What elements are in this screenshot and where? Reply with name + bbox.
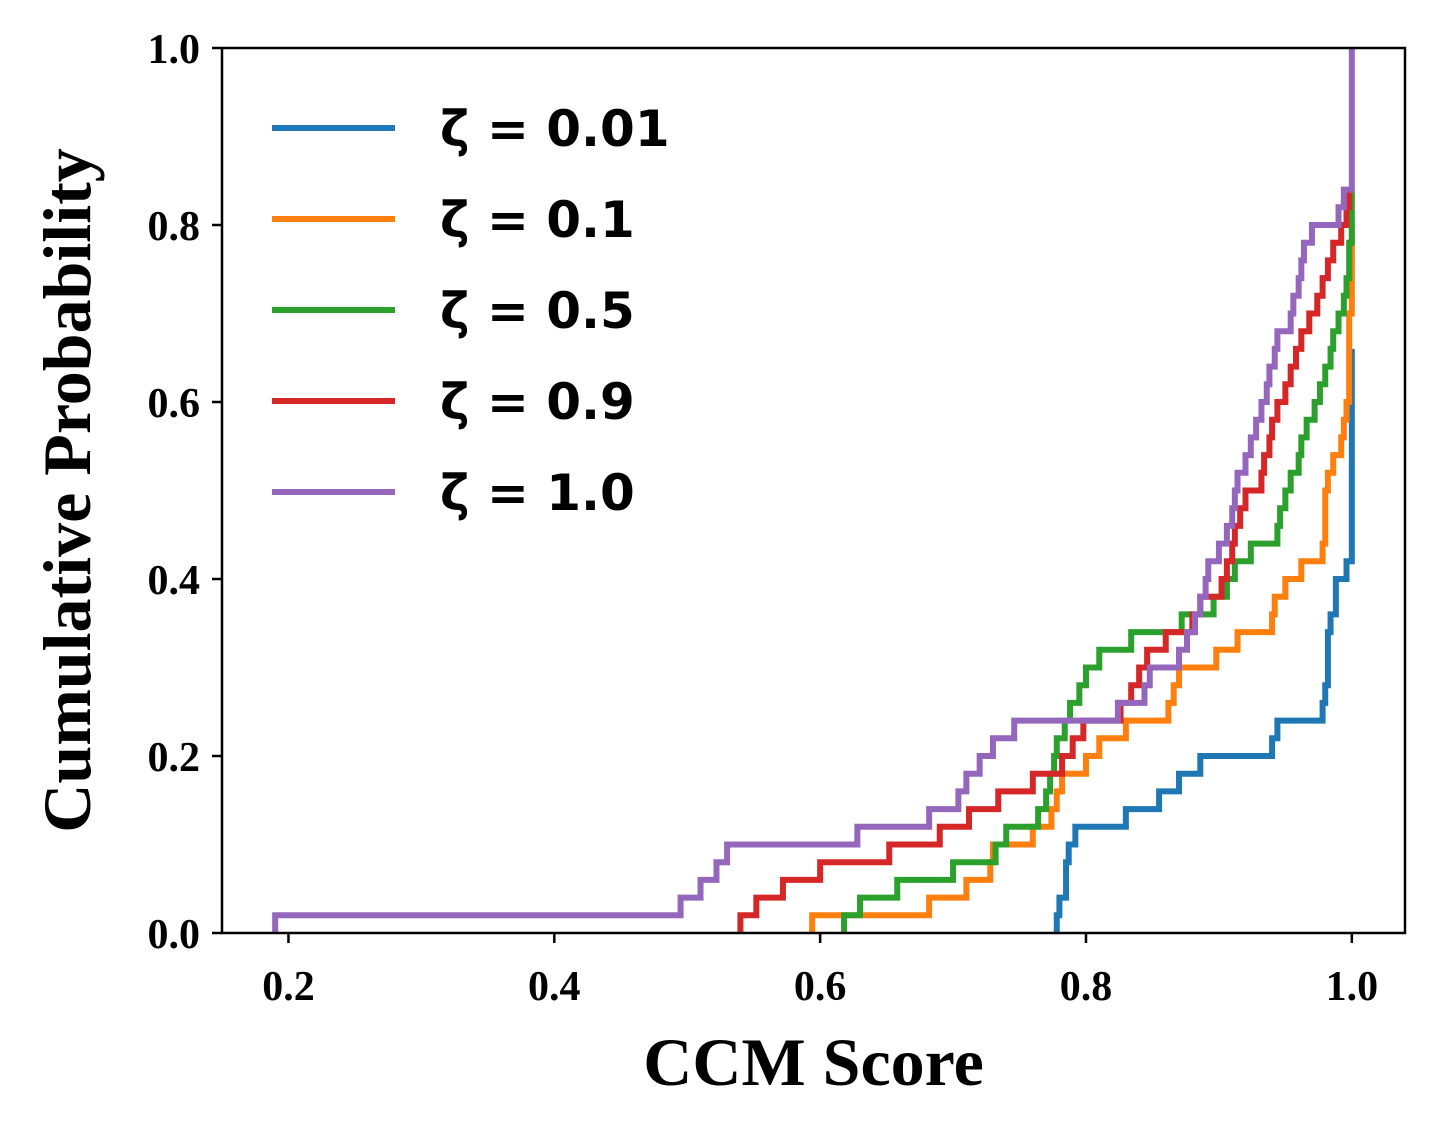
series-line-2	[841, 189, 1355, 933]
series-line-0	[1053, 348, 1355, 933]
series-line-3	[737, 189, 1353, 933]
x-tick-label: 0.6	[794, 964, 847, 1010]
y-tick-label: 0.2	[148, 735, 201, 781]
y-axis-label: Cumulative Probability	[29, 148, 105, 832]
legend: ζ = 0.01 ζ = 0.1 ζ = 0.5 ζ = 0.9 ζ = 1.0	[272, 100, 670, 522]
ticks-layer: 0.2 0.4 0.6 0.8 1.0 0.0 0.2 0.4 0.6 0.8 1.0	[148, 27, 1379, 1010]
x-tick-label: 1.0	[1326, 964, 1379, 1010]
x-axis-label: CCM Score	[643, 1024, 984, 1100]
y-tick-label: 1.0	[148, 27, 201, 73]
y-tick-label: 0.4	[148, 558, 201, 604]
legend-label: ζ = 0.9	[440, 373, 635, 431]
y-tick-label: 0.0	[148, 912, 201, 958]
y-tick-label: 0.8	[148, 204, 201, 250]
series-layer	[272, 48, 1355, 933]
plot-frame	[220, 46, 1407, 935]
x-tick-label: 0.4	[528, 964, 581, 1010]
x-tick-label: 0.8	[1060, 964, 1113, 1010]
legend-label: ζ = 0.01	[440, 100, 670, 158]
x-tick-label: 0.2	[262, 964, 315, 1010]
legend-label: ζ = 0.1	[440, 191, 635, 249]
legend-label: ζ = 0.5	[440, 282, 635, 340]
y-tick-label: 0.6	[148, 381, 201, 427]
series-line-4	[272, 48, 1355, 933]
legend-label: ζ = 1.0	[440, 464, 635, 522]
